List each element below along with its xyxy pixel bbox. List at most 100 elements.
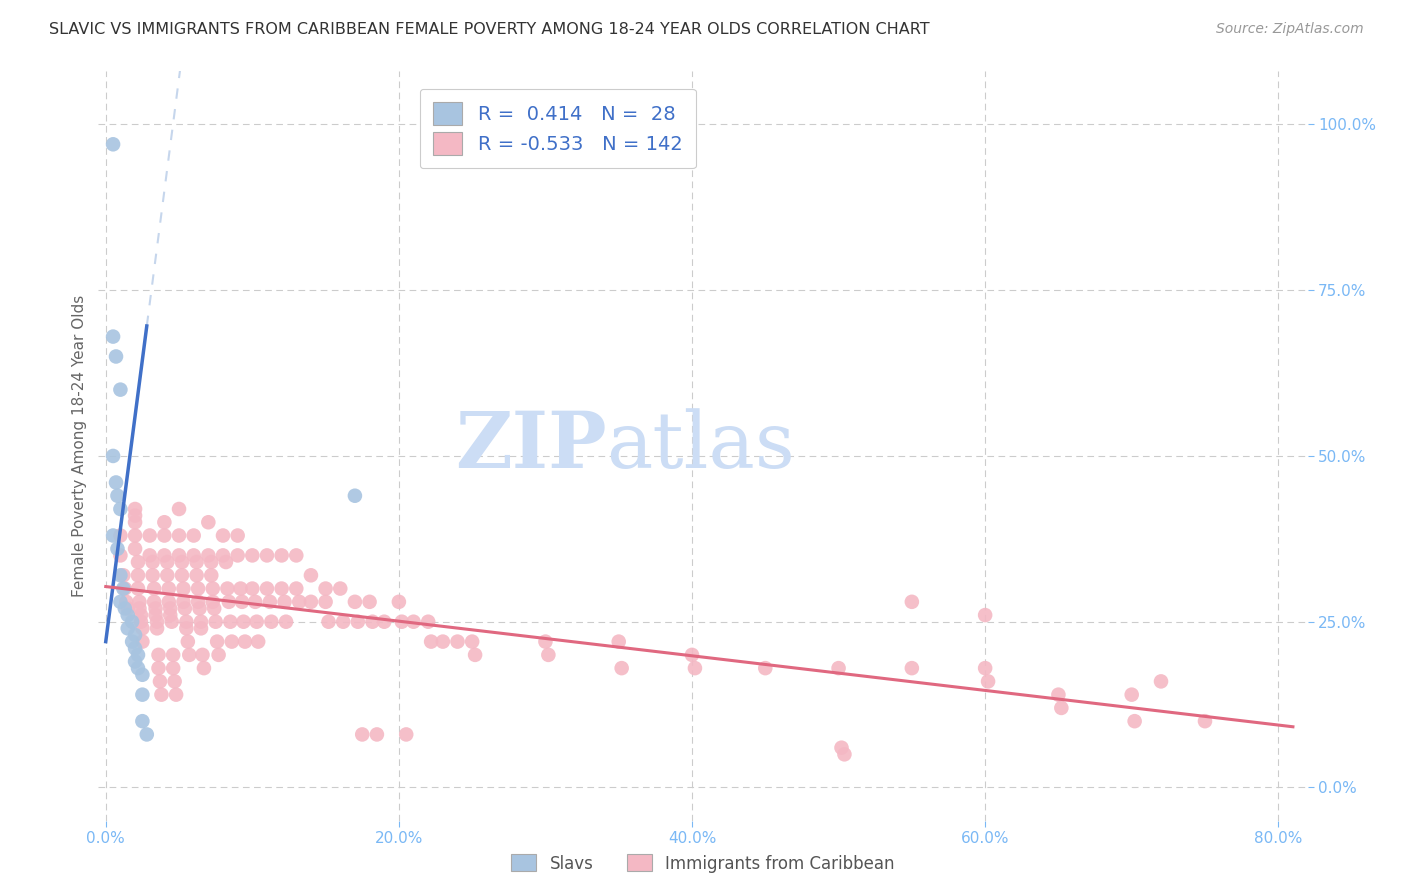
Point [146,615,169,629]
Point [395,727,418,741]
Point [205,634,228,648]
Point [124,641,146,656]
Point [153,528,176,542]
Point [418,615,440,629]
Point [110,502,132,516]
Point [402,615,425,629]
Point [146,621,169,635]
Point [1121,688,1143,702]
Point [131,714,153,728]
Point [101,329,124,343]
Point [129,608,152,623]
Point [188,601,211,615]
Point [110,528,132,542]
Legend: R =  0.414   N =  28, R = -0.533   N = 142: R = 0.414 N = 28, R = -0.533 N = 142 [419,88,696,169]
Point [315,595,337,609]
Point [974,661,997,675]
Point [190,621,212,635]
Point [176,615,198,629]
Point [233,634,256,648]
Point [105,350,128,364]
Point [1050,701,1073,715]
Point [112,582,135,596]
Point [110,568,132,582]
Point [343,595,366,609]
Point [221,634,243,648]
Point [270,582,292,596]
Point [607,634,630,648]
Point [285,582,308,596]
Point [318,615,340,629]
Point [160,615,183,629]
Point [190,615,212,629]
Point [107,541,129,556]
Point [101,528,124,542]
Point [131,667,153,681]
Point [165,688,187,702]
Point [260,615,283,629]
Point [131,634,153,648]
Point [167,528,190,542]
Point [191,648,214,662]
Point [142,555,165,569]
Point [197,549,219,563]
Point [128,601,150,615]
Point [117,608,139,623]
Point [121,615,143,629]
Point [127,582,149,596]
Point [170,555,193,569]
Point [162,661,184,675]
Point [361,615,384,629]
Point [834,747,856,762]
Point [215,555,238,569]
Point [129,615,152,629]
Point [974,608,997,623]
Point [534,634,557,648]
Point [232,615,254,629]
Point [464,648,486,662]
Text: ZIP: ZIP [454,408,606,484]
Point [231,595,253,609]
Point [149,674,172,689]
Point [143,595,166,609]
Point [218,595,240,609]
Point [901,661,924,675]
Point [148,661,170,675]
Point [288,595,311,609]
Point [150,688,173,702]
Point [187,595,209,609]
Point [124,528,146,542]
Point [204,615,226,629]
Point [388,595,411,609]
Point [200,555,222,569]
Text: Source: ZipAtlas.com: Source: ZipAtlas.com [1216,22,1364,37]
Point [274,615,297,629]
Point [124,515,146,529]
Point [143,582,166,596]
Point [112,568,135,582]
Point [610,661,633,675]
Point [202,601,225,615]
Point [124,508,146,523]
Point [153,515,176,529]
Point [226,549,249,563]
Point [186,568,208,582]
Point [193,661,215,675]
Point [174,601,197,615]
Point [127,568,149,582]
Point [1150,674,1173,689]
Point [247,634,270,648]
Point [114,601,136,615]
Point [128,595,150,609]
Point [162,648,184,662]
Point [142,568,165,582]
Point [352,727,374,741]
Point [157,582,180,596]
Point [373,615,395,629]
Point [1194,714,1216,728]
Point [201,582,224,596]
Point [110,595,132,609]
Point [148,648,170,662]
Point [110,549,132,563]
Point [1123,714,1146,728]
